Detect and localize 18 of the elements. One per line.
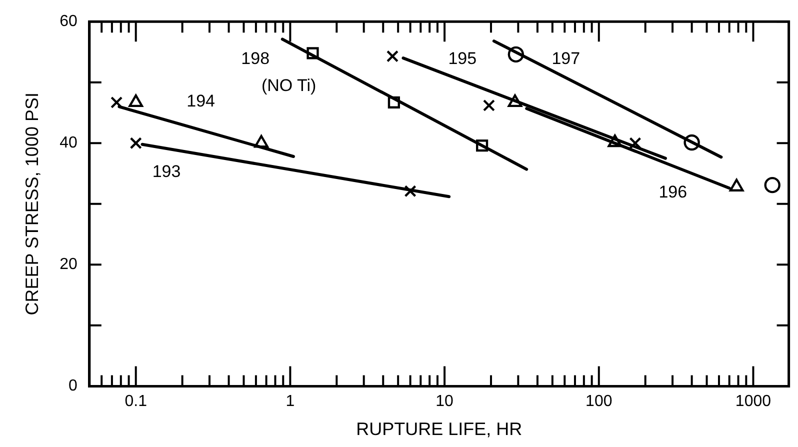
annotation: 194 <box>186 92 215 110</box>
x-tick-label: 1 <box>286 393 295 410</box>
x-tick-label: 0.1 <box>124 393 148 410</box>
x-tick-label: 100 <box>586 393 612 410</box>
annotation: 198 <box>241 48 270 68</box>
y-tick-label: 0 <box>68 378 78 395</box>
annotation: (NO Ti) <box>261 76 316 95</box>
y-axis-title: CREEP STRESS, 1000 PSI <box>22 92 42 316</box>
annotation: 197 <box>552 48 580 68</box>
annotation: 193 <box>152 162 181 181</box>
x-axis-title: RUPTURE LIFE, HR <box>356 419 522 440</box>
annotation: 196 <box>658 182 688 202</box>
annotation: 195 <box>448 48 477 68</box>
y-tick-label: 60 <box>60 13 78 30</box>
x-tick-label: 1000 <box>735 393 772 410</box>
y-tick-label: 20 <box>60 256 78 274</box>
y-tick-label: 40 <box>60 134 78 152</box>
x-tick-label: 10 <box>436 393 454 410</box>
